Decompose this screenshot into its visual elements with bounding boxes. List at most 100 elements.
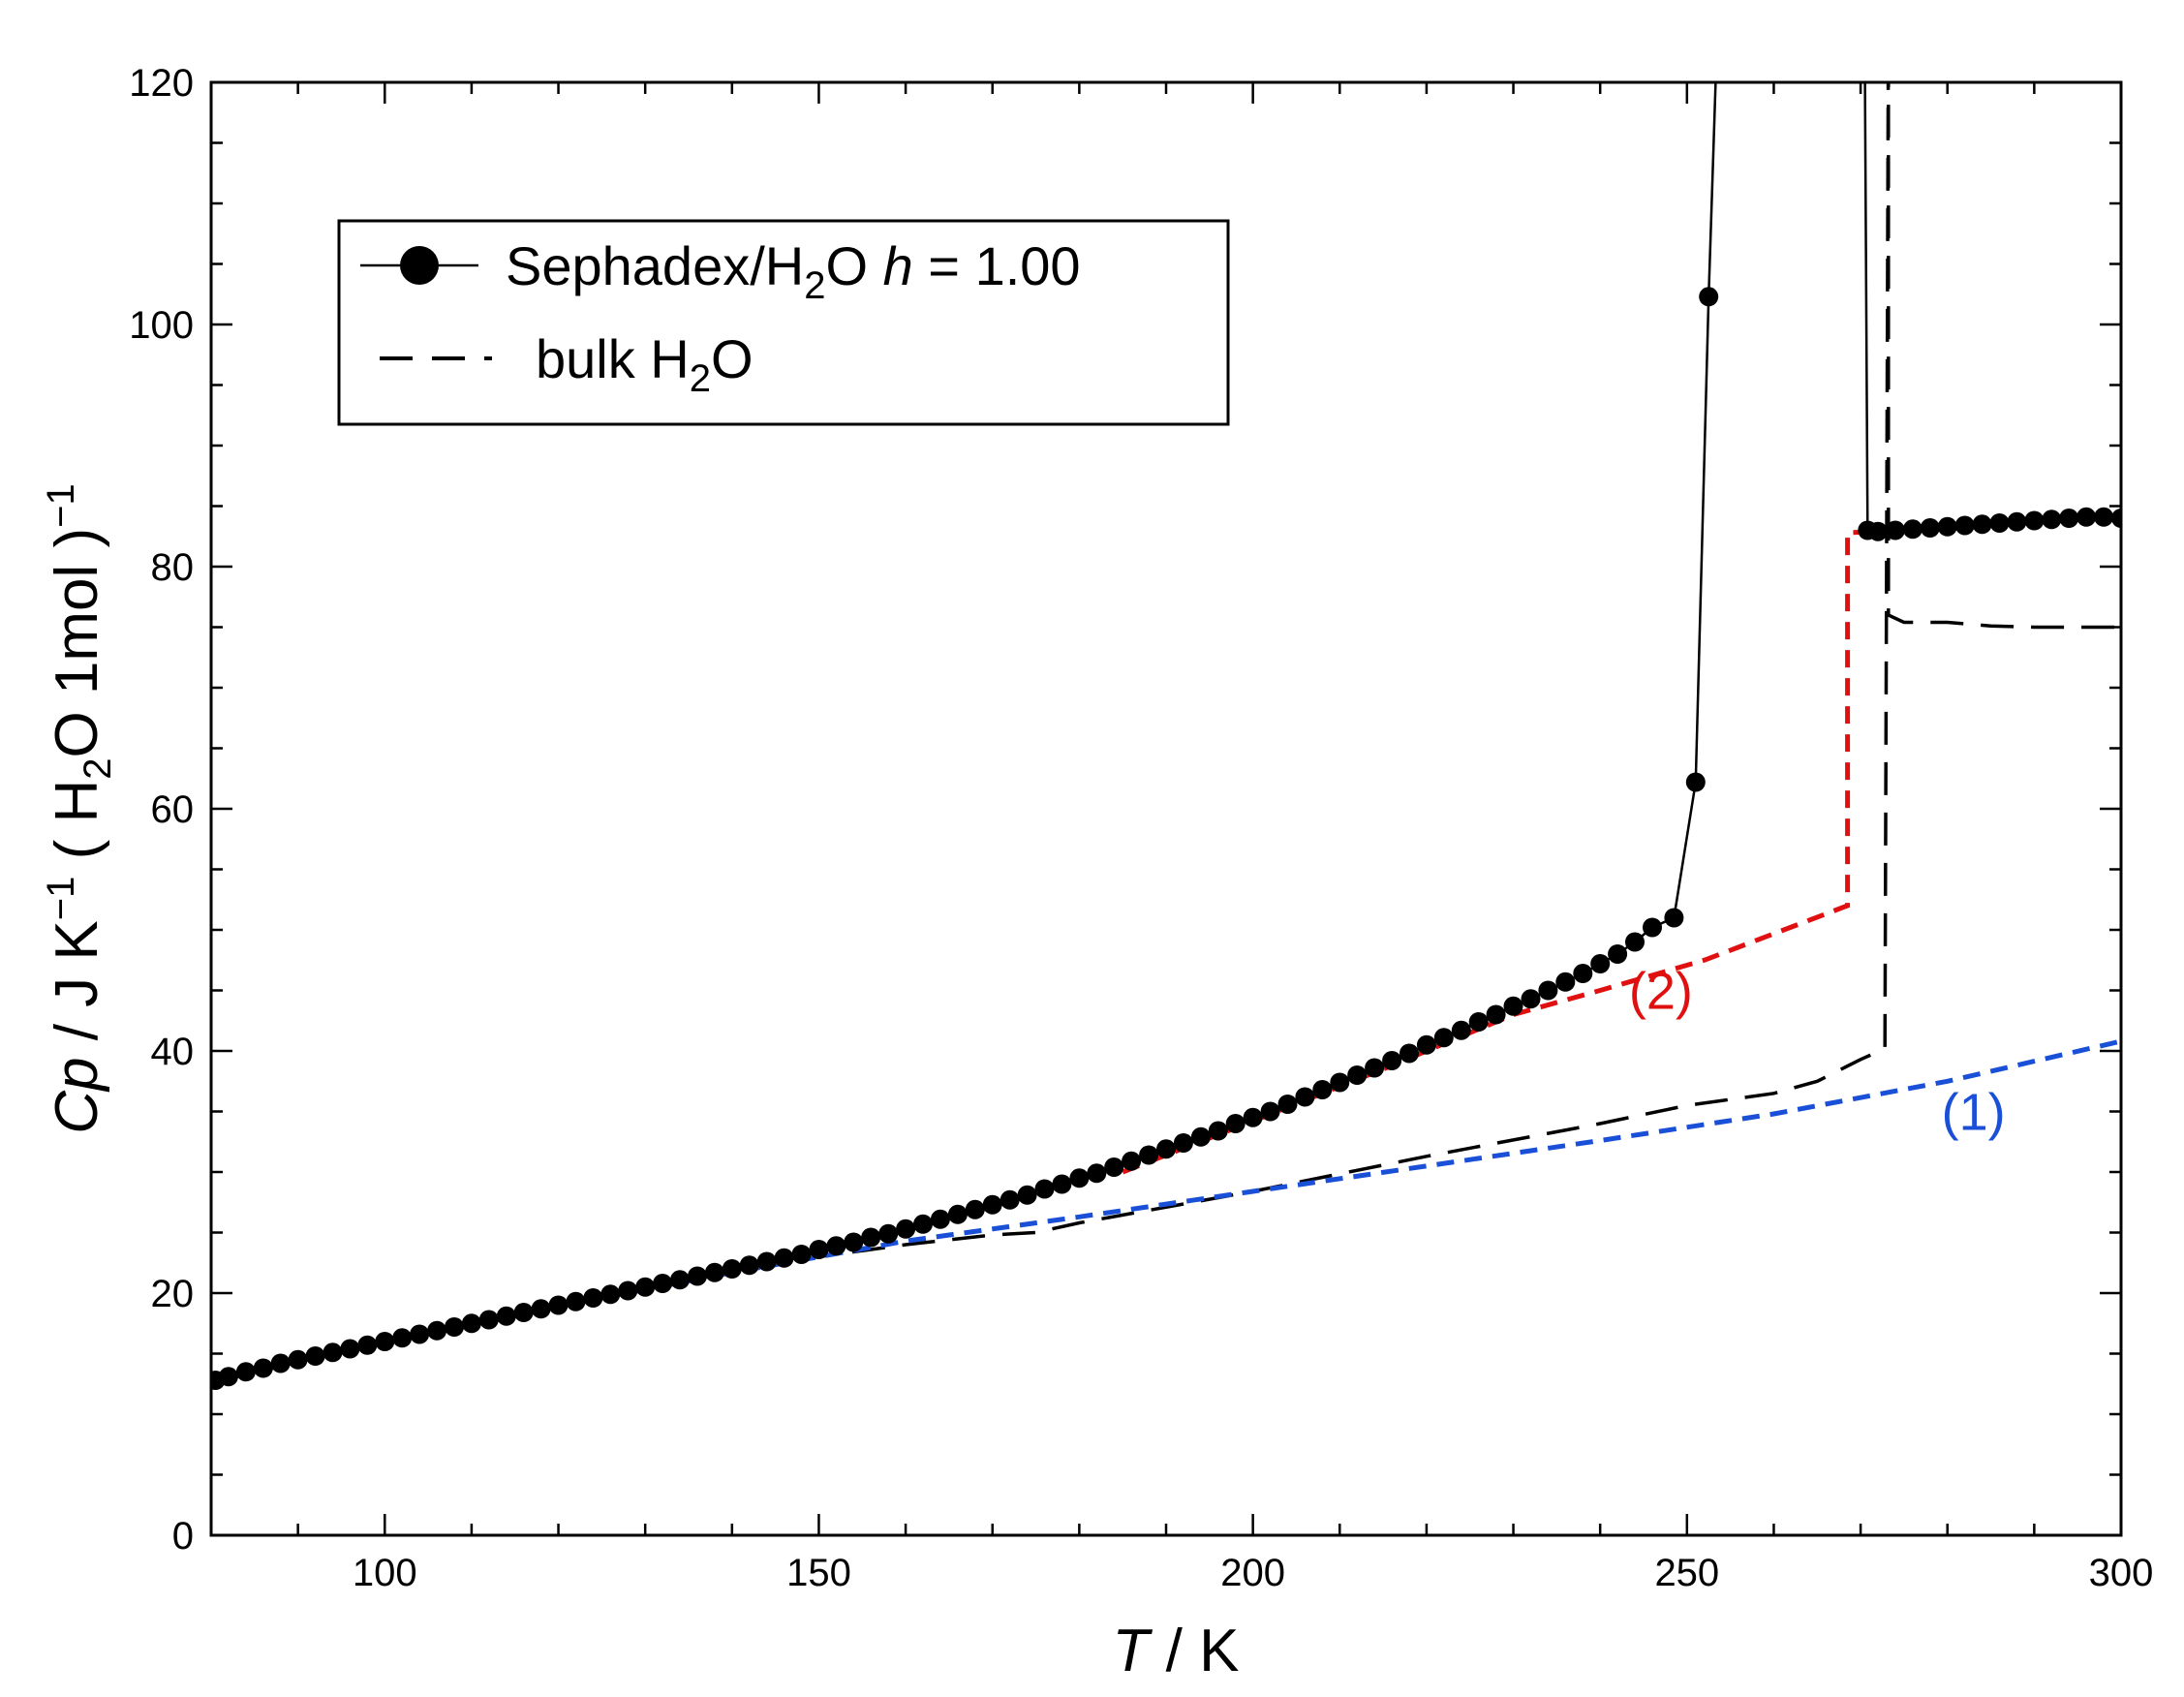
data-point	[1382, 1051, 1402, 1070]
y-tick-label: 60	[151, 788, 195, 831]
data-point	[809, 1240, 829, 1259]
data-point	[340, 1339, 360, 1359]
data-point	[1885, 520, 1905, 540]
data-point	[1330, 1072, 1350, 1093]
data-point	[1277, 1095, 1298, 1114]
data-point	[478, 1310, 499, 1330]
data-point	[583, 1288, 603, 1308]
data-point	[635, 1277, 656, 1297]
data-point	[774, 1248, 794, 1268]
data-point	[1190, 1126, 1211, 1147]
x-axis-title: T / K	[1113, 1618, 1240, 1684]
data-point	[1699, 287, 1719, 307]
data-point	[878, 1223, 899, 1244]
data-point	[947, 1204, 968, 1224]
data-point	[791, 1245, 812, 1264]
data-point	[2094, 507, 2114, 527]
data-point	[1521, 989, 1541, 1009]
data-point	[965, 1199, 985, 1219]
data-point	[1433, 1028, 1454, 1048]
data-point	[1503, 996, 1523, 1016]
data-point	[739, 1255, 759, 1276]
data-point	[323, 1342, 343, 1363]
data-point	[1685, 772, 1706, 792]
legend: Sephadex/H2O h = 1.00 bulk H2O	[337, 219, 1230, 426]
y-axis-title: Cp / J K−1 ( H2O 1mol )−1	[40, 483, 119, 1134]
y-tick-label: 120	[129, 62, 194, 105]
legend-label-bulk: bulk H2O	[536, 328, 754, 400]
data-point	[375, 1332, 395, 1351]
data-point	[392, 1328, 413, 1348]
annotation-1: (1)	[1942, 1083, 2006, 1141]
data-point	[1243, 1107, 1263, 1127]
x-tick-label: 200	[1220, 1552, 1285, 1594]
data-point	[1643, 917, 1662, 938]
series-layer	[211, 82, 2121, 1390]
annotation-2: (2)	[1629, 962, 1693, 1020]
data-point	[1937, 516, 1957, 537]
legend-label-sephadex: Sephadex/H2O h = 1.00	[506, 235, 1081, 307]
data-point	[1920, 518, 1940, 538]
x-tick-label: 100	[353, 1552, 417, 1594]
legend-marker-sephadex	[400, 246, 439, 285]
data-point	[1625, 932, 1645, 952]
data-point	[1347, 1065, 1368, 1085]
data-point	[461, 1313, 481, 1334]
data-point	[722, 1259, 742, 1279]
data-point	[2007, 511, 2027, 532]
data-point	[1989, 513, 2010, 533]
y-tick-label: 80	[151, 546, 195, 589]
data-point	[1486, 1004, 1506, 1025]
data-point	[1555, 972, 1576, 992]
legend-box	[337, 219, 1230, 426]
data-point	[427, 1320, 447, 1341]
x-tick-label: 250	[1654, 1552, 1719, 1594]
data-point	[1139, 1145, 1159, 1165]
data-point	[357, 1335, 378, 1355]
data-point	[270, 1353, 291, 1373]
data-point	[2024, 510, 2045, 531]
series-line-fit-1	[384, 1038, 2121, 1345]
data-point	[2059, 509, 2079, 528]
data-point	[1365, 1058, 1385, 1078]
data-point	[235, 1362, 256, 1382]
data-point	[1664, 908, 1684, 928]
data-point	[600, 1284, 621, 1305]
data-point	[1573, 964, 1593, 983]
data-point	[496, 1306, 516, 1326]
data-point	[1017, 1185, 1037, 1205]
data-point	[653, 1274, 673, 1293]
data-point	[1208, 1121, 1228, 1141]
y-tick-label: 40	[151, 1031, 195, 1073]
y-tick-label: 100	[129, 304, 194, 347]
data-point	[1416, 1034, 1436, 1055]
data-point	[566, 1291, 586, 1311]
data-point	[1295, 1087, 1315, 1107]
data-point	[1156, 1139, 1176, 1159]
data-point	[1000, 1189, 1020, 1210]
data-point	[410, 1324, 430, 1344]
data-point	[1034, 1179, 1055, 1199]
data-point	[1260, 1101, 1280, 1122]
data-point	[1590, 954, 1611, 973]
data-point	[1972, 514, 1992, 535]
data-point	[688, 1266, 707, 1286]
data-point	[531, 1299, 551, 1319]
data-point	[861, 1227, 881, 1248]
data-point	[1104, 1157, 1124, 1177]
data-point	[218, 1367, 238, 1387]
data-point	[930, 1209, 950, 1229]
data-point	[2076, 507, 2097, 527]
data-point	[1122, 1151, 1142, 1171]
data-point	[1173, 1133, 1193, 1153]
data-point	[704, 1262, 724, 1282]
data-point	[2111, 509, 2121, 528]
data-point	[1312, 1080, 1333, 1099]
data-point	[913, 1214, 933, 1234]
data-point	[1400, 1043, 1419, 1064]
data-point	[513, 1303, 534, 1322]
data-point	[1468, 1012, 1489, 1032]
data-point	[1608, 944, 1628, 964]
data-point	[1052, 1174, 1072, 1194]
